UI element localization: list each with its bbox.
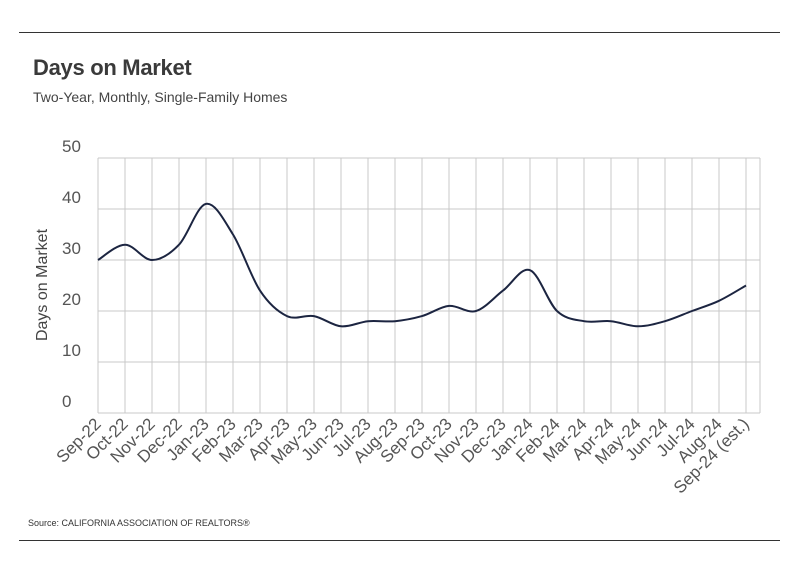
data-point (313, 315, 315, 317)
data-point (610, 320, 612, 322)
x-axis-ticks: Sep-22Oct-22Nov-22Dec-22Jan-23Feb-23Mar-… (53, 414, 753, 497)
data-point (178, 244, 180, 246)
data-point (664, 320, 666, 322)
data-point (124, 244, 126, 246)
chart-subtitle: Two-Year, Monthly, Single-Family Homes (33, 89, 288, 105)
data-point (205, 203, 207, 205)
data-point (151, 259, 153, 261)
data-point (745, 285, 747, 287)
data-point (448, 305, 450, 307)
data-point (529, 269, 531, 271)
data-point (475, 310, 477, 312)
data-point (232, 234, 234, 236)
y-tick-label: 50 (62, 137, 81, 156)
data-point (637, 325, 639, 327)
y-tick-label: 0 (62, 392, 71, 411)
data-point (367, 320, 369, 322)
y-tick-label: 40 (62, 188, 81, 207)
source-note: Source: CALIFORNIA ASSOCIATION OF REALTO… (28, 518, 250, 528)
grid-lines (97, 157, 761, 414)
chart-title: Days on Market (33, 55, 192, 80)
series-line (97, 202, 747, 328)
y-axis-label: Days on Market (34, 228, 51, 341)
data-point (718, 300, 720, 302)
data-point (394, 320, 396, 322)
y-axis-ticks: 0 10 20 30 40 50 (62, 137, 81, 411)
bottom-rule (19, 540, 780, 541)
data-point (286, 315, 288, 317)
y-tick-label: 20 (62, 290, 81, 309)
data-point (556, 310, 558, 312)
data-point (421, 315, 423, 317)
data-point (340, 325, 342, 327)
data-point (583, 320, 585, 322)
y-tick-label: 30 (62, 239, 81, 258)
data-point (502, 290, 504, 292)
data-point (259, 290, 261, 292)
top-rule (19, 32, 780, 33)
data-point (691, 310, 693, 312)
y-tick-label: 10 (62, 341, 81, 360)
data-point (97, 259, 99, 261)
